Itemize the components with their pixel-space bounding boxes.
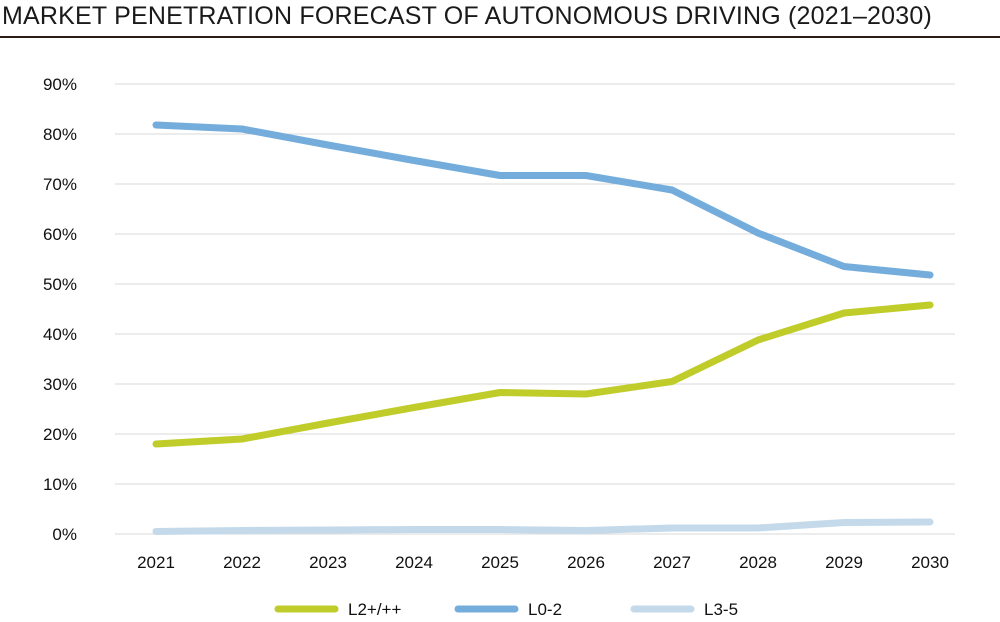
x-tick-label: 2028 (739, 553, 777, 572)
legend: L2+/++ L0-2 L3-5 (274, 600, 738, 619)
x-tick-label: 2024 (395, 553, 433, 572)
chart-title: MARKET PENETRATION FORECAST OF AUTONOMOU… (2, 2, 932, 30)
x-tick-label: 2030 (911, 553, 949, 572)
legend-item: L3-5 (630, 600, 738, 619)
y-tick-label: 70% (43, 175, 77, 194)
title-divider (0, 36, 1000, 38)
series-line-l2 (152, 301, 934, 448)
y-tick-label: 0% (52, 525, 77, 544)
y-tick-label: 10% (43, 475, 77, 494)
legend-label: L3-5 (704, 600, 738, 619)
legend-label: L2+/++ (348, 600, 401, 619)
x-tick-label: 2027 (653, 553, 691, 572)
y-axis-ticks: 0% 10% 20% 30% 40% 50% 60% 70% 80% 90% (43, 75, 77, 544)
series-line-l3-5 (152, 518, 934, 535)
gridlines (115, 83, 955, 535)
x-tick-label: 2022 (223, 553, 261, 572)
x-tick-label: 2029 (825, 553, 863, 572)
y-tick-label: 50% (43, 275, 77, 294)
y-tick-label: 60% (43, 225, 77, 244)
y-tick-label: 80% (43, 125, 77, 144)
series-lines (152, 121, 934, 535)
x-tick-label: 2021 (137, 553, 175, 572)
x-axis-ticks: 2021 2022 2023 2024 2025 2026 2027 2028 2029 2030 (137, 553, 949, 572)
legend-item: L0-2 (454, 600, 562, 619)
series-line-l0-2 (152, 121, 934, 279)
x-tick-label: 2026 (567, 553, 605, 572)
y-tick-label: 20% (43, 425, 77, 444)
x-tick-label: 2023 (309, 553, 347, 572)
y-tick-label: 30% (43, 375, 77, 394)
y-tick-label: 90% (43, 75, 77, 94)
x-tick-label: 2025 (481, 553, 519, 572)
legend-label: L0-2 (528, 600, 562, 619)
legend-item: L2+/++ (274, 600, 401, 619)
y-tick-label: 40% (43, 325, 77, 344)
